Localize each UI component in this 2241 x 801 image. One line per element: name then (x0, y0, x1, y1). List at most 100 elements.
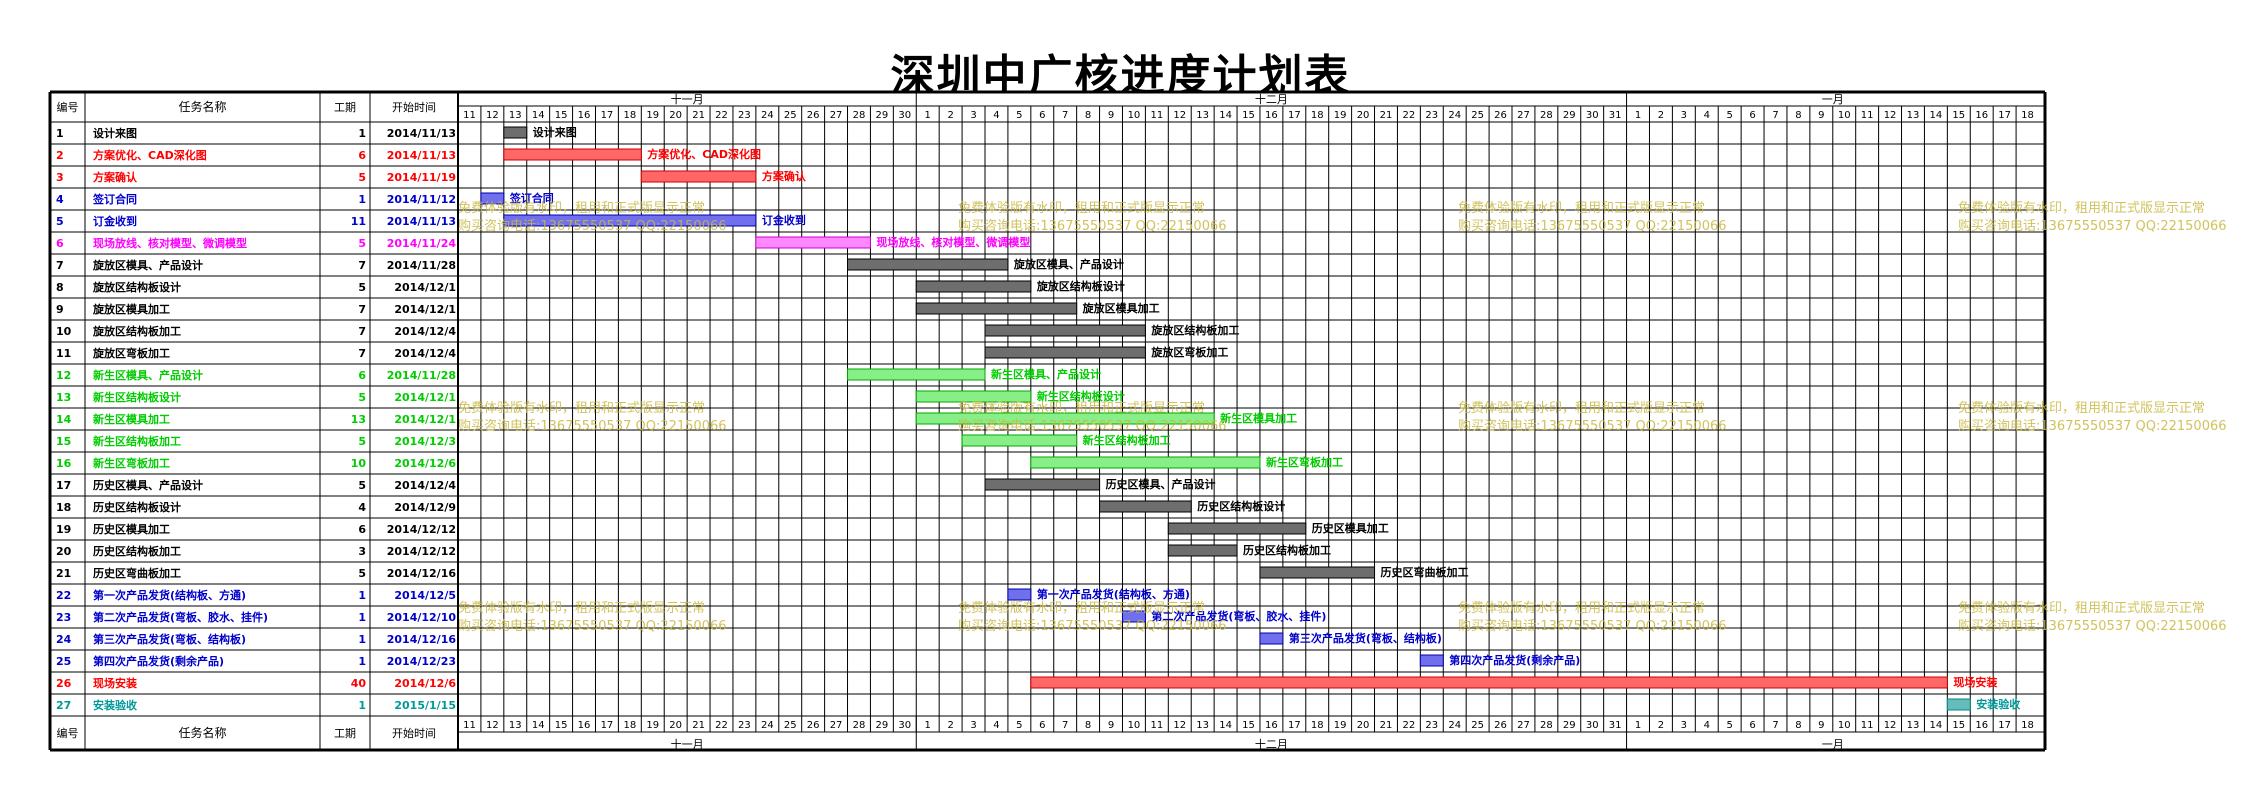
day-label: 18 (2021, 720, 2034, 731)
task-bar (1099, 500, 1192, 513)
task-start: 2014/12/10 (387, 611, 457, 624)
day-label: 14 (1219, 110, 1232, 121)
task-bar (961, 434, 1078, 447)
day-label: 5 (1726, 720, 1732, 731)
task-no: 13 (56, 391, 71, 404)
day-label: 18 (623, 110, 636, 121)
day-label: 2 (947, 110, 953, 121)
day-label: 21 (692, 110, 705, 121)
day-label: 11 (463, 720, 476, 731)
day-label: 29 (876, 720, 889, 731)
header-no: 编号 (57, 100, 79, 114)
task-duration: 1 (358, 699, 366, 712)
task-start: 2014/12/16 (387, 567, 457, 580)
task-bar-label: 第二次产品发货(弯板、胶水、挂件) (1151, 609, 1326, 623)
task-name: 新生区弯板加工 (93, 456, 170, 470)
day-label: 1 (925, 720, 931, 731)
task-bar-label: 第一次产品发货(结构板、方通) (1037, 587, 1190, 601)
task-bar (915, 302, 1078, 315)
task-bar (915, 412, 1215, 425)
task-name: 历史区模具、产品设计 (93, 478, 203, 492)
day-label: 12 (1173, 720, 1186, 731)
task-bar-label: 设计来图 (533, 125, 577, 139)
task-bar-label: 旋放区模具、产品设计 (1013, 257, 1124, 271)
footer-name: 任务名称 (178, 725, 226, 740)
task-no: 9 (56, 303, 64, 316)
watermark-text: 免费体验版有水印，租用和正式版显示正常 (1958, 400, 2205, 416)
task-name: 第四次产品发货(剩余产品) (93, 654, 224, 668)
day-label: 13 (1196, 110, 1209, 121)
task-no: 23 (56, 611, 71, 624)
day-label: 3 (1681, 720, 1687, 731)
task-bar (480, 192, 505, 205)
day-label: 15 (1242, 720, 1255, 731)
task-start: 2014/11/13 (387, 127, 456, 140)
day-label: 26 (807, 110, 820, 121)
day-label: 22 (1403, 110, 1416, 121)
day-label: 30 (898, 110, 911, 121)
task-duration: 1 (358, 589, 366, 602)
task-no: 17 (56, 479, 71, 492)
watermark-text: 免费体验版有水印，租用和正式版显示正常 (1958, 600, 2205, 616)
day-label: 27 (830, 110, 843, 121)
task-name: 旋放区结构板加工 (92, 324, 181, 338)
task-no: 3 (56, 171, 64, 184)
task-bar-label: 第三次产品发货(弯板、结构板) (1289, 631, 1442, 645)
task-start: 2014/12/6 (394, 677, 456, 690)
day-label: 15 (1952, 110, 1965, 121)
watermark-text: 免费体验版有水印，租用和正式版显示正常 (1458, 600, 1705, 616)
task-start: 2014/11/28 (387, 259, 456, 272)
task-bar (915, 280, 1032, 293)
day-label: 13 (509, 720, 522, 731)
day-label: 22 (715, 720, 728, 731)
task-bar (984, 346, 1146, 359)
task-bar-label: 旋放区弯板加工 (1150, 345, 1228, 359)
day-label: 6 (1749, 720, 1755, 731)
task-duration: 1 (358, 127, 366, 140)
task-duration: 6 (358, 523, 366, 536)
day-label: 16 (578, 720, 591, 731)
task-no: 11 (56, 347, 71, 360)
task-name: 历史区结构板设计 (93, 500, 181, 514)
task-start: 2014/12/6 (394, 457, 456, 470)
watermark-text: 免费体验版有水印，租用和正式版显示正常 (1458, 400, 1705, 416)
task-no: 1 (56, 127, 64, 140)
day-label: 27 (830, 720, 843, 731)
day-label: 2 (1658, 110, 1664, 121)
task-no: 26 (56, 677, 72, 690)
task-duration: 6 (358, 149, 366, 162)
task-duration: 1 (358, 611, 366, 624)
task-no: 12 (56, 369, 71, 382)
task-bar-label: 签订合同 (509, 191, 554, 205)
day-label: 11 (1150, 720, 1163, 731)
day-label: 20 (1357, 110, 1370, 121)
task-start: 2014/12/1 (394, 391, 456, 404)
task-name: 历史区结构板加工 (93, 544, 181, 558)
task-bar-label: 历史区模具、产品设计 (1106, 477, 1216, 491)
day-label: 21 (1380, 720, 1393, 731)
task-bar-label: 旋放区结构板加工 (1150, 323, 1239, 337)
task-no: 4 (56, 193, 64, 206)
day-label: 3 (970, 720, 976, 731)
task-no: 16 (56, 457, 72, 470)
day-label: 12 (486, 720, 499, 731)
task-bar (984, 324, 1146, 337)
month-label: 十一月 (671, 737, 704, 751)
task-name: 旋放区模具加工 (92, 302, 170, 316)
day-label: 12 (486, 110, 499, 121)
day-label: 14 (1930, 110, 1943, 121)
task-bar (1167, 544, 1238, 557)
watermark-text: 购买咨询电话:13675550537 QQ:22150066 (458, 418, 727, 434)
task-duration: 7 (358, 325, 366, 338)
month-label: 一月 (1822, 738, 1844, 751)
task-bar-label: 历史区结构板加工 (1243, 543, 1331, 557)
day-label: 24 (1448, 720, 1461, 731)
task-bar-label: 旋放区模具加工 (1082, 301, 1160, 315)
day-label: 5 (1016, 110, 1022, 121)
day-label: 31 (1609, 110, 1622, 121)
task-bar-label: 旋放区结构板设计 (1036, 279, 1125, 293)
task-no: 6 (56, 237, 64, 250)
day-label: 17 (1998, 720, 2011, 731)
task-bar (1419, 654, 1444, 667)
day-label: 27 (1517, 110, 1530, 121)
